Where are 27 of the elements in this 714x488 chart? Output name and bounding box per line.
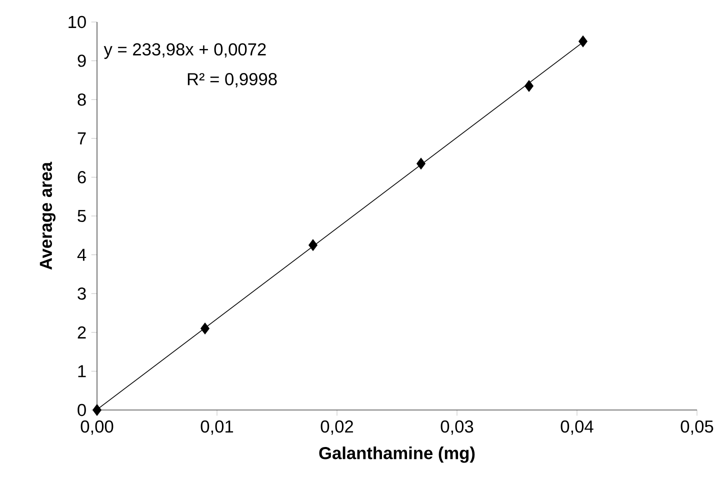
point	[200, 322, 210, 334]
y-tick-label: 0	[78, 404, 86, 416]
point	[578, 36, 588, 48]
point	[308, 239, 318, 251]
y-tick-label: 2	[78, 326, 86, 338]
point	[416, 158, 426, 170]
y-tick-label: 3	[78, 287, 86, 300]
y-tick-label: 9	[78, 54, 86, 67]
y-tick-label: 8	[78, 93, 86, 106]
y-tick-label: 10	[68, 16, 86, 28]
x-tick-label: 0,05	[680, 420, 714, 435]
annotation: y = 233,98x + 0,0072	[104, 43, 266, 59]
y-tick-label: 5	[78, 210, 86, 222]
y-tick-label: 4	[77, 248, 86, 261]
x-tick-label: 0,01	[200, 420, 234, 435]
y-axis-title: Average area	[40, 162, 56, 270]
x-axis-title: Galanthamine (mg)	[319, 446, 475, 463]
point	[524, 80, 534, 92]
y-tick-label: 1	[78, 365, 86, 378]
y-tick-label: 6	[78, 171, 86, 184]
point	[92, 404, 102, 416]
y-tick-label: 7	[78, 132, 86, 144]
x-tick-label: 0,00	[80, 420, 114, 435]
annotation: R² = 0,9998	[188, 73, 277, 88]
x-tick-label: 0,03	[440, 420, 474, 435]
x-tick-label: 0,02	[320, 420, 353, 435]
x-tick-label: 0,04	[560, 420, 594, 435]
